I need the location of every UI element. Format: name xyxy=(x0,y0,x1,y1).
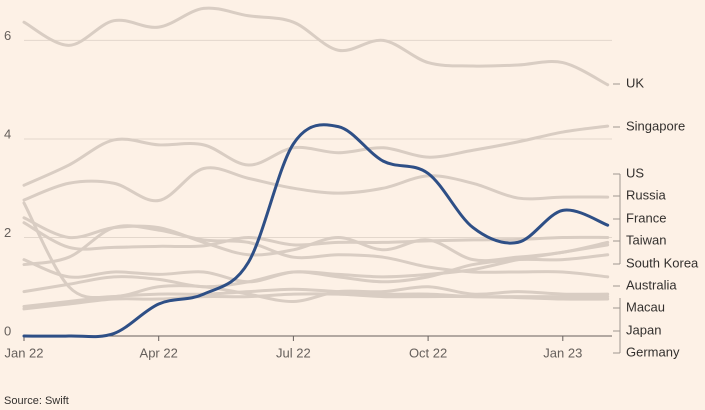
source: Source: Swift xyxy=(4,395,69,407)
x-tick-label: Jan 22 xyxy=(4,345,43,360)
legend-label: Japan xyxy=(626,322,661,337)
legend-label: France xyxy=(626,210,666,225)
series-line xyxy=(22,6,610,87)
y-tick-label: 6 xyxy=(4,28,11,43)
legend-label: Singapore xyxy=(626,118,685,133)
legend-label: South Korea xyxy=(626,255,699,270)
series-line xyxy=(22,292,610,311)
legend-label: US xyxy=(626,165,644,180)
y-tick-label: 2 xyxy=(4,225,11,240)
x-tick-label: Jul 22 xyxy=(276,345,311,360)
x-tick-label: Oct 22 xyxy=(409,345,447,360)
y-tick-label: 4 xyxy=(4,126,11,141)
legend-label: UK xyxy=(626,75,644,90)
legend-label: Russia xyxy=(626,187,667,202)
legend-label: Australia xyxy=(626,277,677,292)
x-tick-label: Apr 22 xyxy=(140,345,178,360)
series-line xyxy=(22,253,610,294)
x-tick-label: Jan 23 xyxy=(543,345,582,360)
legend-label: Macau xyxy=(626,299,665,314)
series-line xyxy=(22,123,610,339)
series-line xyxy=(22,201,610,304)
y-tick-label: 0 xyxy=(4,323,11,338)
legend-label: Germany xyxy=(626,344,680,359)
series-line xyxy=(22,124,610,187)
series-line xyxy=(22,166,610,203)
series-line xyxy=(22,224,610,279)
legend-label: Taiwan xyxy=(626,232,666,247)
